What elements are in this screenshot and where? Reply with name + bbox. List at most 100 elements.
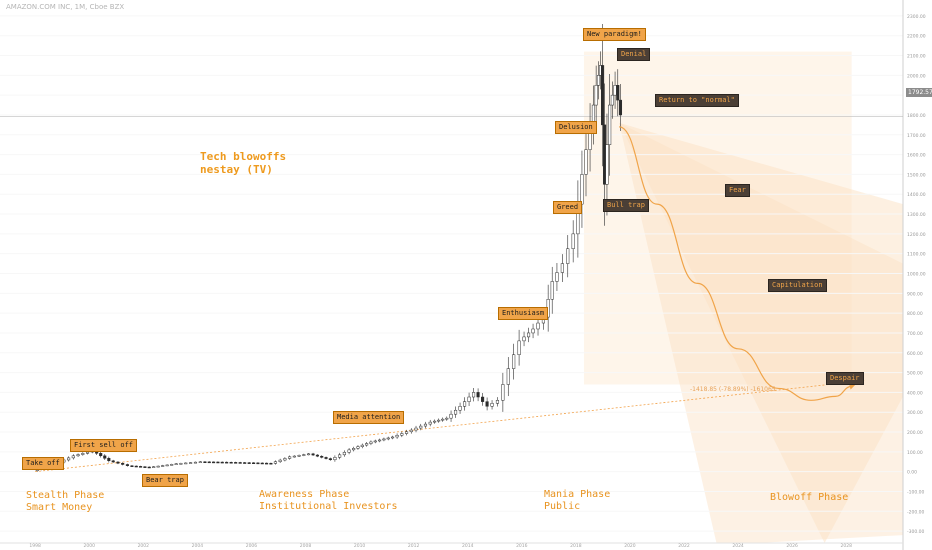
candle-body	[125, 464, 129, 466]
candle-body	[203, 461, 207, 464]
y-tick-label: 1200.00	[907, 232, 926, 238]
phase-mania: Mania Phase Public	[544, 489, 610, 513]
candle-body	[400, 433, 404, 436]
title-line-1: Tech blowoffs	[200, 150, 287, 163]
candle-body	[441, 418, 445, 421]
candle-body	[428, 421, 432, 425]
candle-body	[71, 455, 75, 459]
candle-body	[467, 396, 471, 402]
y-tick-label: 1400.00	[907, 192, 926, 198]
x-tick-label: 2000	[83, 543, 95, 549]
candle-body	[610, 94, 614, 106]
y-tick-label: 300.00	[907, 410, 923, 416]
candle-body	[333, 457, 337, 461]
candle-body	[292, 455, 296, 458]
x-tick-label: 2028	[840, 543, 852, 549]
candle-body	[130, 465, 134, 467]
annotation-take-off: Take off	[22, 457, 64, 470]
candle-body	[522, 336, 526, 342]
candle-body	[560, 263, 564, 273]
candle-body	[414, 427, 418, 431]
candle-body	[283, 458, 287, 461]
candle-body	[596, 75, 601, 86]
candle-body	[107, 458, 111, 462]
candle-body	[170, 464, 174, 466]
phase-blowoff: Blowoff Phase	[770, 492, 848, 504]
candle-body	[324, 457, 328, 459]
annotation-bull-trap: Bull trap	[603, 199, 649, 212]
y-tick-label: 2300.00	[907, 14, 926, 20]
candle-body	[85, 451, 90, 454]
candle-body	[386, 437, 390, 440]
candle-body	[252, 462, 256, 464]
y-tick-label: 2000.00	[907, 73, 926, 79]
candle-body	[605, 144, 609, 185]
y-tick-label: 1100.00	[907, 252, 926, 258]
annotation-greed: Greed	[553, 201, 583, 214]
title-line-2: nestay (TV)	[200, 163, 273, 176]
y-tick-label: 2100.00	[907, 54, 926, 60]
candle-body	[311, 453, 315, 456]
x-tick-label: 2024	[732, 543, 744, 549]
phase-stealth-sub: Smart Money	[26, 502, 93, 513]
candle-body	[247, 462, 251, 464]
candle-body	[342, 452, 346, 456]
candle-body	[315, 454, 319, 457]
x-tick-label: 2014	[462, 543, 474, 549]
candle-body	[269, 462, 273, 465]
candle-body	[608, 104, 612, 145]
y-tick-label: 200.00	[907, 430, 923, 436]
candle-body	[445, 417, 449, 420]
y-tick-label: 500.00	[907, 371, 923, 377]
x-tick-label: 2002	[138, 543, 150, 549]
candle-body	[395, 434, 399, 438]
candle-body	[512, 354, 516, 369]
candle-body	[481, 396, 485, 402]
candle-body	[566, 248, 570, 264]
candle-body	[437, 419, 441, 422]
candle-body	[616, 84, 620, 101]
annotation-capitulation: Capitulation	[768, 279, 827, 292]
forecast-curve	[618, 126, 852, 401]
candle-body	[238, 462, 242, 464]
x-tick-label: 2012	[408, 543, 420, 549]
annotation-fear: Fear	[725, 184, 750, 197]
annotation-first-sell-off: First sell off	[70, 439, 138, 452]
candle-body	[449, 413, 453, 419]
phase-mania-sub: Public	[544, 501, 581, 512]
fib-note: -1418.85 (-78.89%) -161065	[690, 386, 776, 393]
candle-body	[601, 65, 605, 126]
x-tick-label: 2008	[300, 543, 312, 549]
candle-body	[391, 436, 395, 439]
x-tick-label: 2016	[516, 543, 528, 549]
candle-body	[184, 462, 188, 465]
x-tick-label: 2004	[192, 543, 204, 549]
candle-body	[265, 462, 269, 465]
y-tick-label: 700.00	[907, 331, 923, 337]
candle-body	[360, 444, 364, 447]
y-tick-label: 400.00	[907, 390, 923, 396]
candle-body	[352, 448, 356, 451]
y-tick-label: 1600.00	[907, 153, 926, 159]
candle-body	[320, 455, 324, 458]
candle-body	[288, 456, 292, 459]
candle-body	[373, 440, 377, 443]
annotation-delusion: Delusion	[555, 121, 597, 134]
x-tick-label: 1998	[29, 543, 41, 549]
candle-body	[584, 149, 588, 175]
x-tick-label: 2026	[786, 543, 798, 549]
y-tick-label: 1300.00	[907, 212, 926, 218]
candle-body	[76, 454, 80, 457]
y-tick-label: -200.00	[907, 509, 925, 515]
candle-body	[501, 384, 505, 401]
candle-body	[618, 99, 623, 116]
phase-awareness-title: Awareness Phase	[259, 489, 350, 500]
candle-body	[207, 461, 211, 464]
annotation-despair: Despair	[826, 372, 864, 385]
candle-body	[531, 328, 535, 334]
phase-awareness: Awareness Phase Institutional Investors	[259, 489, 397, 513]
annotation-media-attention: Media attention	[333, 411, 405, 424]
candle-body	[111, 460, 115, 463]
candle-body	[297, 455, 301, 457]
